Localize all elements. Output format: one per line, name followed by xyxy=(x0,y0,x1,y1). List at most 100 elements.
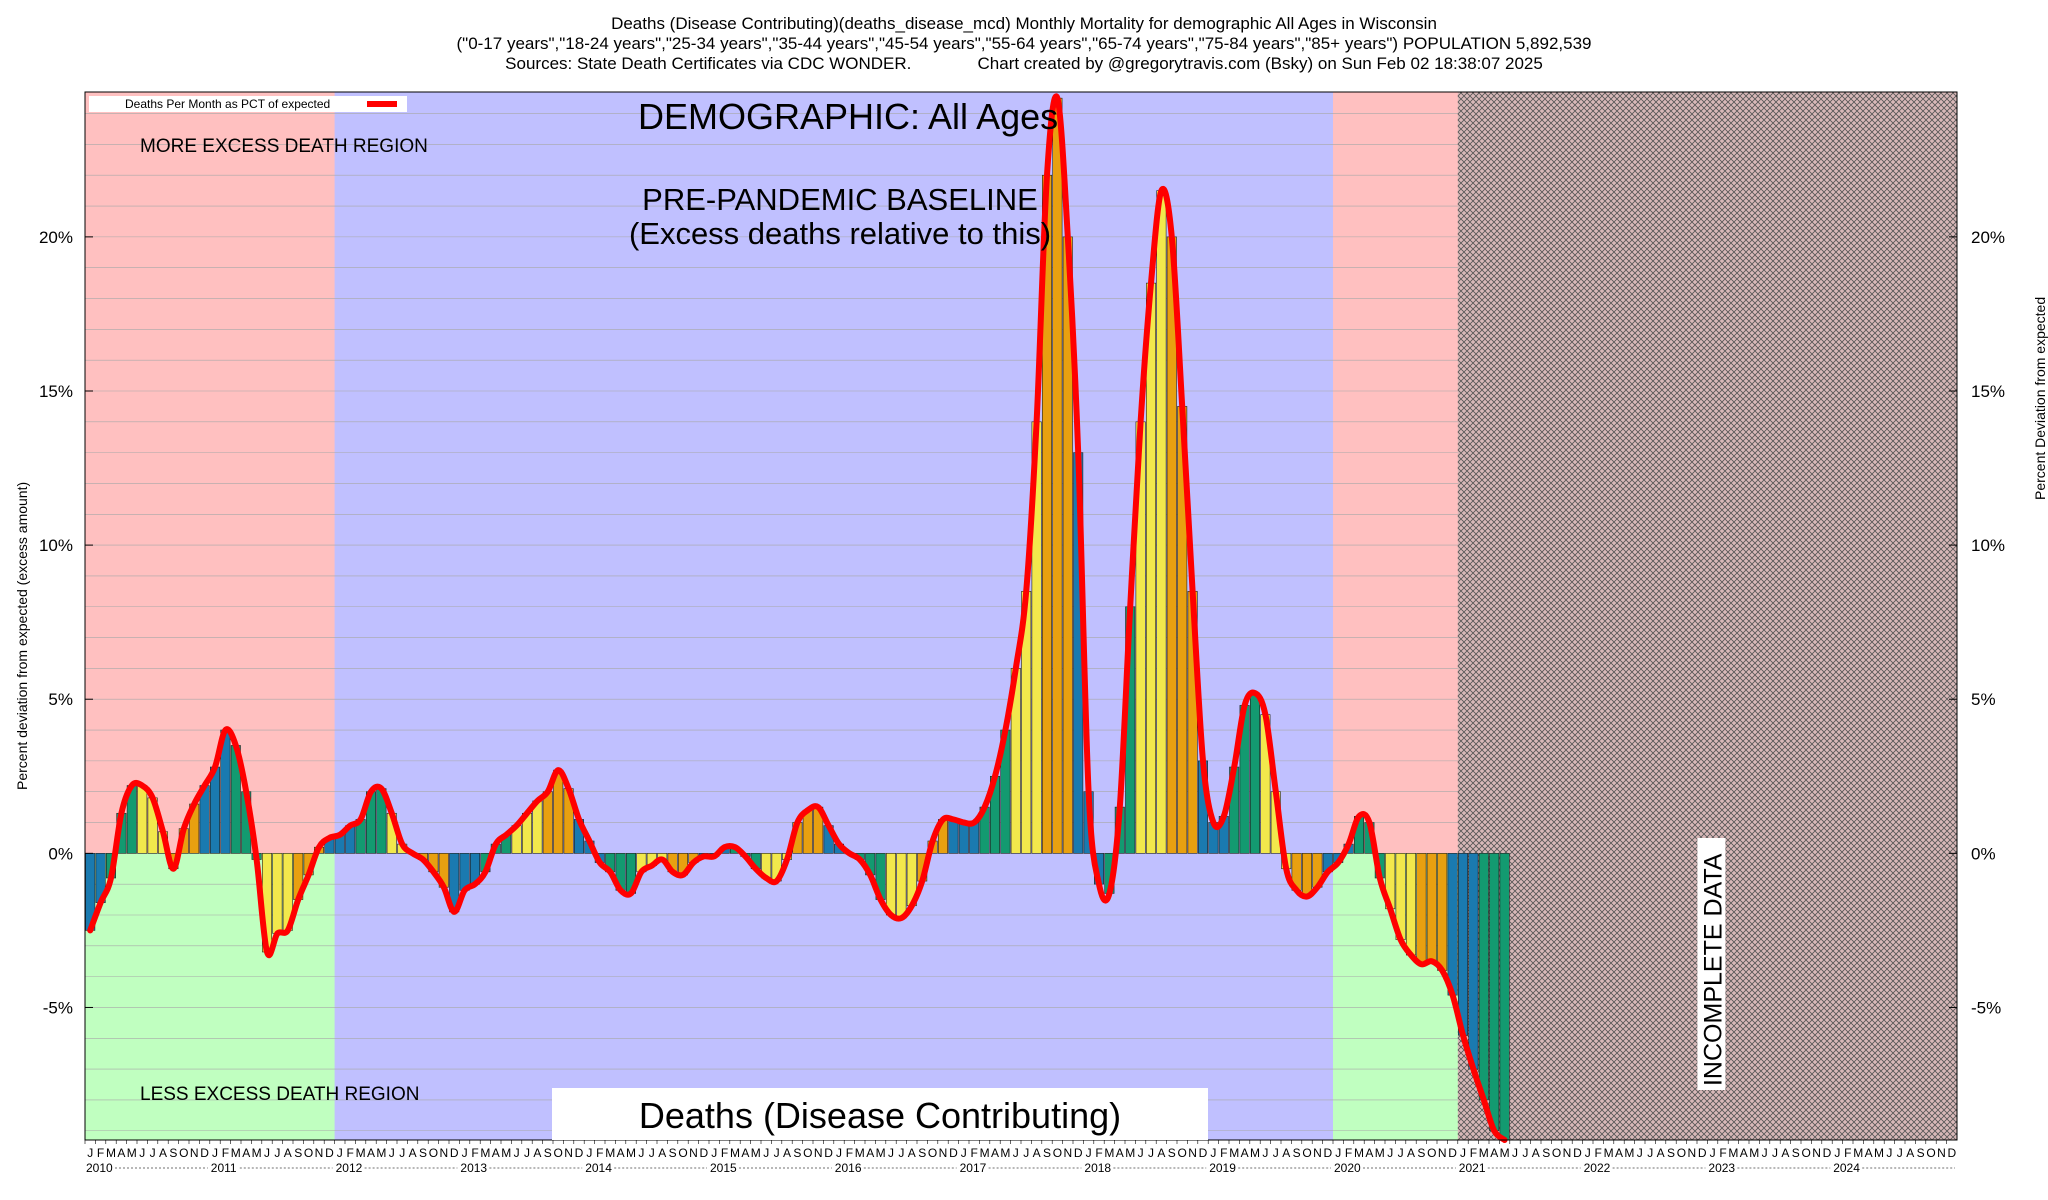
x-month-label: S xyxy=(918,1146,926,1160)
bar xyxy=(1468,853,1479,1070)
x-month-label: J xyxy=(462,1146,468,1160)
demographic-label: DEMOGRAPHIC: All Ages xyxy=(638,96,1058,137)
bar xyxy=(210,766,221,854)
x-month-label: S xyxy=(169,1146,177,1160)
x-month-label: A xyxy=(367,1146,375,1160)
x-month-label: M xyxy=(605,1146,615,1160)
x-month-label: M xyxy=(1853,1146,1863,1160)
x-month-label: A xyxy=(1781,1146,1789,1160)
x-month-label: N xyxy=(1937,1146,1946,1160)
x-month-label: J xyxy=(524,1146,530,1160)
x-month-label: F xyxy=(347,1146,354,1160)
x-year-label: 2019 xyxy=(1209,1161,1236,1175)
x-year-label: 2018 xyxy=(1084,1161,1111,1175)
x-year-label: 2015 xyxy=(710,1161,737,1175)
x-month-label: J xyxy=(1772,1146,1778,1160)
x-month-label: M xyxy=(1624,1146,1634,1160)
x-month-label: J xyxy=(774,1146,780,1160)
y-tick-label-left: 5% xyxy=(48,690,73,709)
bar xyxy=(1156,190,1167,854)
x-year-label: 2020 xyxy=(1334,1161,1361,1175)
bar xyxy=(896,853,907,919)
x-month-label: J xyxy=(649,1146,655,1160)
x-month-label: O xyxy=(1552,1146,1561,1160)
x-month-label: J xyxy=(711,1146,717,1160)
x-month-label: A xyxy=(1157,1146,1165,1160)
x-month-label: N xyxy=(1812,1146,1821,1160)
y-tick-label-left: 0% xyxy=(48,844,73,863)
y-tick-label-right: -5% xyxy=(1971,998,2001,1017)
x-month-label: D xyxy=(1823,1146,1832,1160)
x-month-label: J xyxy=(337,1146,343,1160)
x-month-label: A xyxy=(741,1146,749,1160)
x-month-label: J xyxy=(87,1146,93,1160)
bar xyxy=(1437,853,1448,971)
x-month-label: O xyxy=(1677,1146,1686,1160)
x-year-label: 2023 xyxy=(1708,1161,1735,1175)
metric-label-box xyxy=(552,1088,1208,1140)
x-year-label: 2017 xyxy=(960,1161,987,1175)
y-tick-label-right: 20% xyxy=(1971,228,2005,247)
x-month-label: M xyxy=(1604,1146,1614,1160)
x-month-label: A xyxy=(617,1146,625,1160)
x-month-label: M xyxy=(1250,1146,1260,1160)
x-month-label: M xyxy=(1375,1146,1385,1160)
y-tick-label-right: 15% xyxy=(1971,382,2005,401)
x-month-label: A xyxy=(242,1146,250,1160)
x-month-label: A xyxy=(783,1146,791,1160)
x-month-label: N xyxy=(439,1146,448,1160)
x-month-label: J xyxy=(1585,1146,1591,1160)
x-month-label: J xyxy=(1387,1146,1393,1160)
chart-title-line-2: ("0-17 years","18-24 years","25-34 years… xyxy=(456,34,1592,53)
x-year-label: 2021 xyxy=(1459,1161,1486,1175)
x-month-label: O xyxy=(1053,1146,1062,1160)
x-month-label: A xyxy=(533,1146,541,1160)
x-month-label: N xyxy=(1687,1146,1696,1160)
x-month-label: M xyxy=(1104,1146,1114,1160)
x-month-label: J xyxy=(888,1146,894,1160)
x-month-label: D xyxy=(824,1146,833,1160)
x-month-label: S xyxy=(1542,1146,1550,1160)
x-month-label: M xyxy=(1000,1146,1010,1160)
x-month-label: O xyxy=(429,1146,438,1160)
x-month-label: S xyxy=(544,1146,552,1160)
baseline-label-1: PRE-PANDEMIC BASELINE xyxy=(642,182,1038,217)
x-month-label: F xyxy=(721,1146,728,1160)
x-month-label: M xyxy=(231,1146,241,1160)
bar xyxy=(1447,853,1458,996)
x-month-label: N xyxy=(814,1146,823,1160)
bar xyxy=(1146,282,1157,854)
x-month-label: S xyxy=(1792,1146,1800,1160)
baseline-label-2: (Excess deaths relative to this) xyxy=(629,216,1051,251)
x-month-label: M xyxy=(626,1146,636,1160)
bar xyxy=(948,819,959,854)
x-month-label: D xyxy=(200,1146,209,1160)
x-month-label: F xyxy=(222,1146,229,1160)
y-tick-label-right: 0% xyxy=(1971,844,1996,863)
x-month-label: J xyxy=(763,1146,769,1160)
x-month-label: N xyxy=(689,1146,698,1160)
x-year-label: 2012 xyxy=(336,1161,363,1175)
x-month-label: M xyxy=(876,1146,886,1160)
x-month-label: N xyxy=(1188,1146,1197,1160)
x-month-label: M xyxy=(1479,1146,1489,1160)
x-month-label: O xyxy=(304,1146,313,1160)
x-month-label: J xyxy=(264,1146,270,1160)
x-month-label: F xyxy=(471,1146,478,1160)
y-tick-label-right: 10% xyxy=(1971,536,2005,555)
x-month-label: O xyxy=(554,1146,563,1160)
x-month-label: O xyxy=(1178,1146,1187,1160)
x-month-label: M xyxy=(751,1146,761,1160)
x-year-label: 2016 xyxy=(835,1161,862,1175)
x-month-label: N xyxy=(939,1146,948,1160)
x-month-label: F xyxy=(596,1146,603,1160)
x-month-label: F xyxy=(1719,1146,1726,1160)
incomplete-data-label: INCOMPLETE DATA xyxy=(1699,853,1727,1086)
x-month-label: A xyxy=(1407,1146,1415,1160)
x-month-label: F xyxy=(1095,1146,1102,1160)
bar xyxy=(272,853,283,934)
x-month-label: D xyxy=(699,1146,708,1160)
bar xyxy=(1458,853,1469,1036)
x-month-label: J xyxy=(1086,1146,1092,1160)
x-year-label: 2011 xyxy=(211,1161,237,1175)
